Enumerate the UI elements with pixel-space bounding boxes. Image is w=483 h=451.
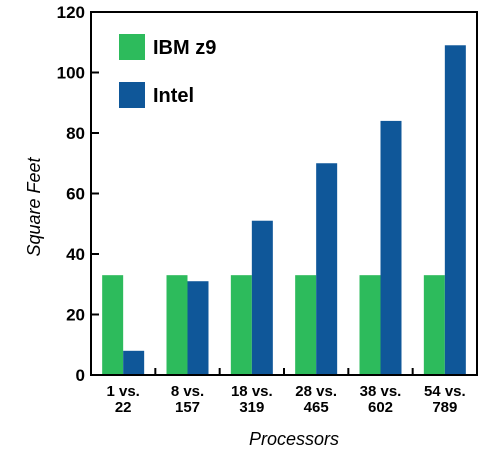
bar-intel-5 (380, 120, 402, 376)
bar-intel-6 (444, 45, 466, 376)
legend-swatch-intel (119, 82, 145, 108)
bar-intel-2 (187, 281, 209, 375)
bar-ibm-z9-2 (166, 275, 188, 375)
y-tick-label: 0 (76, 366, 85, 385)
axes: 0 20 40 60 80 100 120 1 vs. 22 8 vs. 157 18 vs. 319 2… (57, 3, 478, 416)
bar-ibm-z9-1 (102, 275, 124, 375)
bar-intel-3 (251, 220, 273, 375)
y-tick-label: 60 (66, 185, 85, 204)
bar-intel-4 (316, 163, 338, 375)
x-tick-label: 28 vs. 465 (295, 383, 337, 416)
legend-swatch-ibm-z9 (119, 34, 145, 60)
bar-ibm-z9-5 (359, 275, 381, 375)
y-axis-title: Square Feet (24, 156, 44, 256)
bar-ibm-z9-3 (230, 275, 252, 375)
bar-ibm-z9-4 (295, 275, 317, 375)
y-tick-label: 120 (57, 3, 85, 22)
x-tick-label: 54 vs. 789 (424, 383, 466, 416)
legend: IBM z9 Intel (119, 34, 216, 108)
y-tick-label: 40 (66, 245, 85, 264)
legend-label-intel: Intel (153, 85, 194, 107)
y-tick-label: 100 (57, 64, 85, 83)
bars (102, 45, 466, 376)
legend-label-ibm-z9: IBM z9 (153, 37, 216, 59)
x-tick-label: 18 vs. 319 (231, 383, 273, 416)
y-tick-label: 20 (66, 306, 85, 325)
plot-frame (90, 11, 478, 376)
bar-ibm-z9-6 (423, 275, 445, 375)
x-axis-title: Processors (249, 429, 339, 449)
y-tick-label: 80 (66, 124, 85, 143)
x-tick-label: 38 vs. 602 (360, 383, 402, 416)
x-tick-label: 1 vs. 22 (106, 383, 139, 416)
bar-intel-1 (123, 350, 145, 375)
x-tick-label: 8 vs. 157 (171, 383, 204, 416)
